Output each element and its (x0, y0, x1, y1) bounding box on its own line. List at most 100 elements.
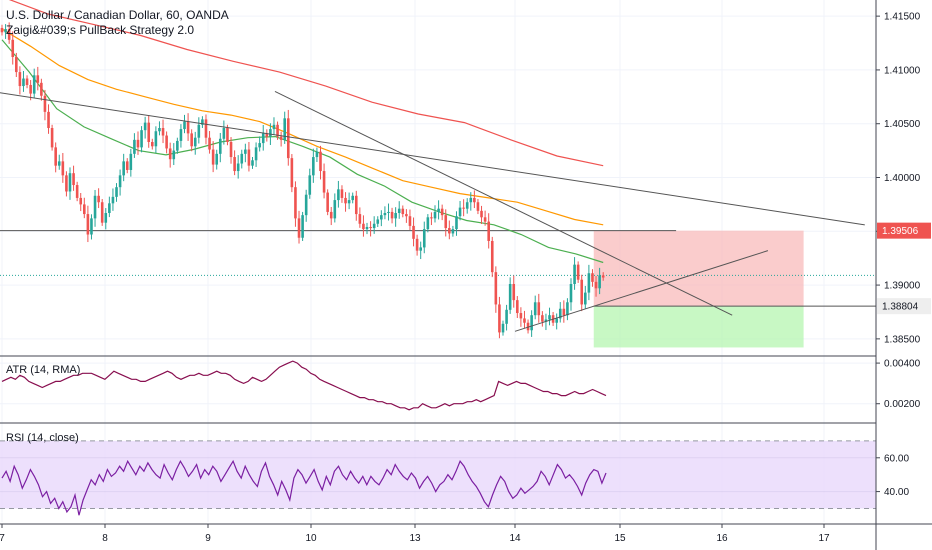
candle-body (61, 161, 65, 176)
time-tick-label: 16 (716, 533, 728, 544)
candle-body (18, 72, 22, 87)
candle-body (133, 139, 136, 154)
candle-body (54, 147, 57, 166)
candle-body (172, 150, 176, 160)
candle-body (244, 149, 247, 154)
candle-body (462, 207, 465, 209)
candle-body (566, 302, 569, 316)
candle-body (197, 124, 201, 138)
candle-body (168, 148, 172, 160)
candle-body (329, 211, 333, 219)
candle-body (93, 195, 97, 219)
atr-line (1, 360, 607, 411)
candle-body (208, 137, 211, 150)
candle-body (319, 151, 322, 172)
candle-body (136, 139, 140, 148)
candle-body (15, 57, 18, 73)
candle-body (108, 203, 111, 213)
moving-average-sma-mid (1, 28, 604, 226)
time-tick-label: 17 (818, 533, 830, 544)
candle-body (204, 119, 208, 138)
candle-body (580, 279, 584, 305)
candle-body (193, 137, 197, 147)
candle-body (354, 195, 358, 215)
candle-body (90, 218, 93, 235)
candle-body (104, 213, 108, 223)
candle-body (47, 111, 50, 129)
candle-body (176, 140, 179, 151)
candle-body (469, 197, 473, 203)
candle-body (458, 207, 462, 217)
atr-tick-label: 0.00400 (884, 359, 921, 370)
price-tick-label: 1.40500 (884, 119, 921, 130)
candle-body (226, 128, 229, 142)
time-tick-label: 8 (102, 533, 108, 544)
candle-body (11, 39, 15, 58)
candle-body (265, 133, 269, 137)
candle-body (115, 187, 118, 197)
price-tick-label: 1.40000 (884, 173, 921, 184)
candle-body (125, 161, 129, 170)
candle-body (151, 142, 154, 147)
candle-body (4, 29, 7, 33)
time-tick-label: 9 (205, 533, 211, 544)
price-tick-label: 1.41000 (884, 65, 921, 76)
candle-body (537, 302, 541, 316)
candle-body (258, 143, 261, 148)
candle-body (405, 214, 408, 217)
candle-body (362, 223, 365, 230)
candle-body (512, 284, 516, 301)
rsi-pane-label: RSI (14, close) (6, 432, 79, 444)
candle-body (576, 264, 580, 280)
candle-body (401, 208, 405, 215)
candle-body (455, 216, 458, 230)
candle-body (347, 200, 351, 204)
candle-body (32, 75, 36, 94)
candle-body (383, 213, 387, 216)
candle-body (394, 213, 397, 219)
candle-body (490, 240, 494, 273)
candle-body (587, 273, 591, 293)
candle-body (483, 217, 487, 222)
candle-body (358, 214, 362, 224)
candle-body (29, 84, 32, 94)
candle-body (72, 173, 75, 186)
candle-body (25, 78, 29, 85)
chart-title: U.S. Dollar / Canadian Dollar, 60, OANDA (6, 8, 229, 22)
candle-body (487, 221, 490, 241)
time-tick-label: 14 (509, 533, 521, 544)
moving-average-sma-slow (8, 0, 604, 167)
price-tick-label: 1.41500 (884, 12, 921, 23)
candle-body (143, 122, 147, 131)
candle-body (272, 124, 276, 130)
candle-body (286, 118, 290, 159)
rsi-tick-label: 40.00 (884, 487, 909, 498)
trendline-2 (274, 90, 733, 316)
candle-body (397, 208, 401, 213)
candle-body (254, 147, 258, 161)
candle-body (68, 173, 72, 192)
candle-body (598, 275, 601, 289)
candle-body (473, 197, 476, 203)
candle-body (433, 211, 437, 219)
candle-body (601, 275, 605, 278)
candle-body (476, 202, 480, 211)
price-tick-label: 1.38500 (884, 334, 921, 345)
candle-body (426, 217, 430, 230)
candle-body (376, 219, 380, 224)
time-tick-label: 7 (0, 533, 5, 544)
candle-body (498, 304, 501, 333)
candle-body (594, 281, 598, 289)
candle-body (422, 229, 426, 248)
candle-body (276, 124, 279, 137)
candle-body (183, 121, 186, 130)
candle-body (294, 187, 297, 219)
candle-body (369, 226, 372, 229)
candle-body (158, 128, 161, 132)
candle-body (508, 284, 512, 310)
candle-body (301, 215, 304, 238)
candle-body (315, 151, 319, 158)
candle-body (154, 131, 158, 147)
